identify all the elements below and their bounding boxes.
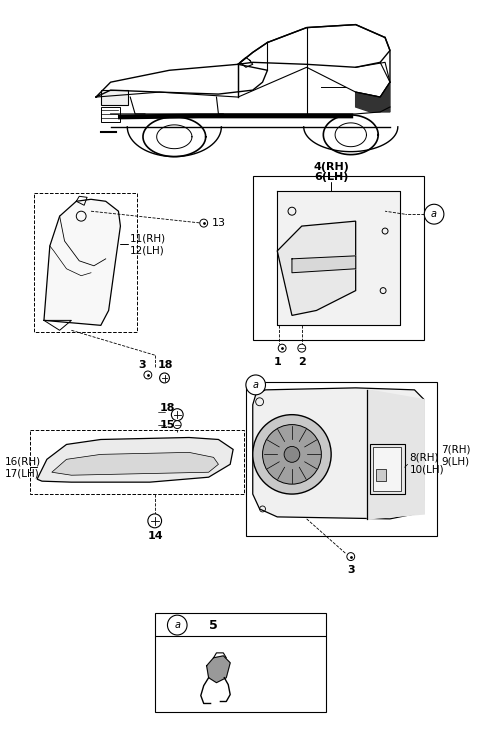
Bar [246, 382, 437, 536]
Polygon shape [37, 437, 233, 482]
Text: 13: 13 [212, 218, 226, 228]
Text: a: a [174, 620, 180, 630]
Text: 18: 18 [157, 360, 173, 370]
Polygon shape [207, 656, 230, 682]
Circle shape [284, 446, 300, 462]
Bar [373, 448, 401, 491]
Text: 10(LH): 10(LH) [409, 465, 444, 474]
Bar [371, 445, 405, 494]
Circle shape [173, 421, 181, 428]
Text: 2: 2 [298, 357, 306, 367]
Text: a: a [252, 380, 259, 390]
Polygon shape [292, 256, 356, 273]
Text: 6(LH): 6(LH) [314, 173, 348, 182]
Text: 18: 18 [160, 402, 175, 413]
Text: 9(LH): 9(LH) [441, 456, 469, 466]
Circle shape [278, 345, 286, 352]
Text: 12(LH): 12(LH) [130, 246, 165, 256]
Text: 14: 14 [148, 531, 164, 541]
Text: 4(RH): 4(RH) [313, 162, 349, 171]
Polygon shape [356, 82, 390, 112]
Polygon shape [277, 221, 356, 316]
Circle shape [263, 425, 321, 484]
Circle shape [298, 345, 306, 352]
Circle shape [253, 415, 331, 494]
Text: 15: 15 [160, 419, 175, 430]
Text: 11(RH): 11(RH) [130, 234, 167, 244]
Bar [253, 176, 424, 340]
Circle shape [200, 219, 208, 227]
Circle shape [148, 514, 162, 528]
Text: a: a [431, 209, 437, 219]
Bar [30, 430, 244, 494]
Bar [101, 107, 120, 122]
Text: 16(RH): 16(RH) [5, 456, 41, 466]
Polygon shape [52, 453, 218, 475]
Polygon shape [253, 388, 424, 519]
Circle shape [168, 615, 187, 635]
Circle shape [171, 409, 183, 421]
Circle shape [424, 205, 444, 224]
Text: 5: 5 [209, 619, 217, 631]
Text: 1: 1 [274, 357, 281, 367]
Text: 17(LH): 17(LH) [5, 468, 39, 478]
Text: 8(RH): 8(RH) [409, 452, 439, 462]
Text: 7(RH): 7(RH) [441, 445, 470, 454]
Bar [376, 469, 386, 481]
Polygon shape [44, 199, 120, 325]
Bar [101, 90, 128, 105]
Circle shape [144, 371, 152, 379]
Text: 3: 3 [347, 565, 355, 576]
Bar [34, 193, 137, 332]
Polygon shape [277, 191, 400, 325]
Text: 3: 3 [138, 360, 145, 370]
Circle shape [246, 375, 265, 395]
Bar [155, 613, 326, 712]
Polygon shape [367, 390, 424, 519]
Circle shape [160, 373, 169, 383]
Circle shape [347, 553, 355, 560]
